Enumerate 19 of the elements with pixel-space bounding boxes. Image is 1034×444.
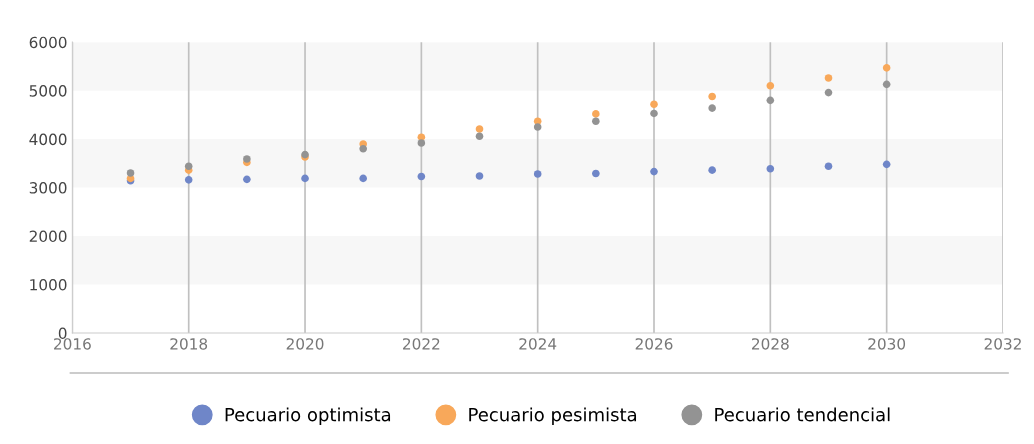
x-tick-label: 2026	[635, 338, 673, 350]
y-tick-label: 0	[58, 327, 67, 340]
x-tick-label: 2030	[868, 338, 906, 350]
x-tick-label: 2024	[519, 338, 557, 350]
x-tick-label: 2022	[403, 338, 440, 350]
x-tick-label: 2028	[752, 338, 789, 350]
x-tick-label: 2018	[170, 338, 208, 350]
y-tick-label: 4000	[29, 133, 67, 146]
y-tick-label: 6000	[29, 36, 67, 49]
legend-label: Pecuario pesimista	[469, 407, 637, 425]
x-tick-label: 2032	[984, 338, 1021, 350]
legend-label: Pecuario tendencial	[715, 407, 890, 422]
y-tick-label: 3000	[29, 182, 67, 194]
x-tick-label: 2020	[286, 338, 324, 350]
x-tick-label: 2016	[54, 338, 91, 350]
y-tick-label: 5000	[29, 85, 67, 97]
y-tick-label: 2000	[29, 230, 67, 243]
legend-label: Pecuario optimista	[225, 407, 391, 425]
y-tick-label: 1000	[30, 279, 67, 291]
